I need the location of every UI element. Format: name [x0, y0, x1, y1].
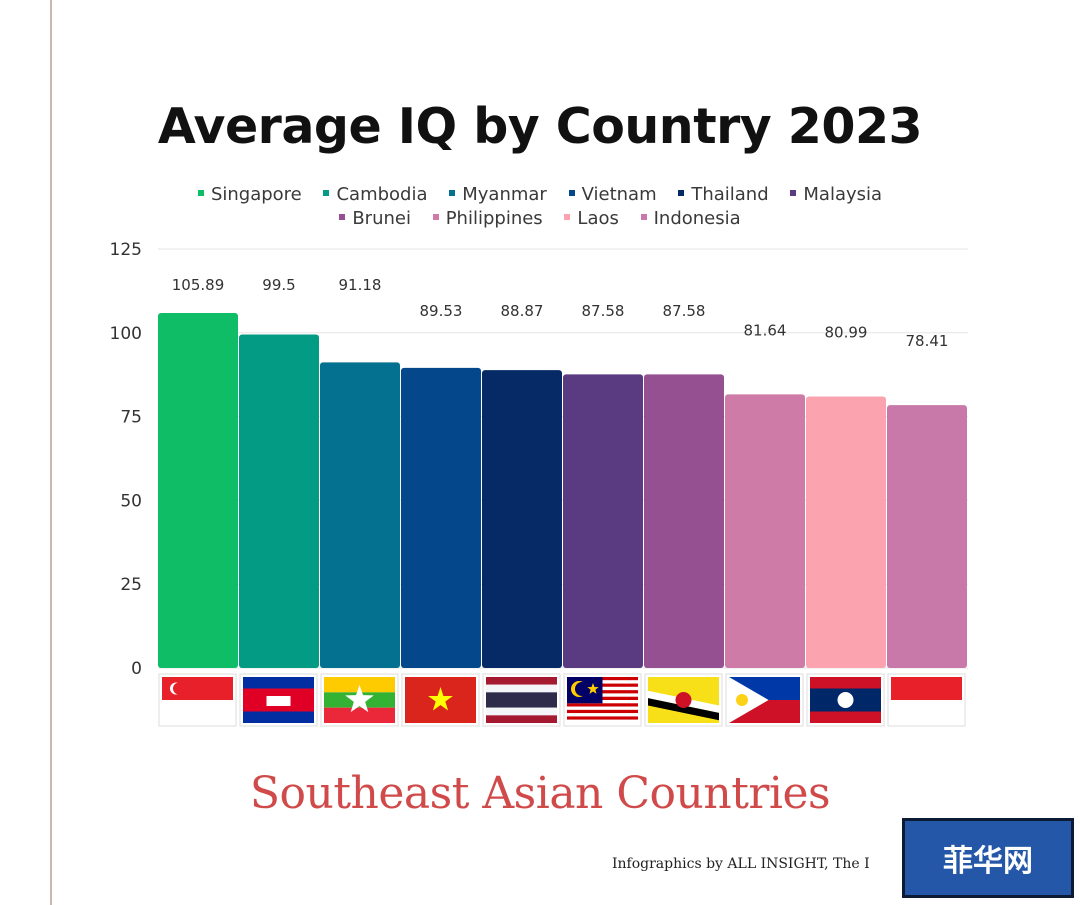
flag-stripe	[567, 709, 638, 714]
flag-stripe	[891, 677, 962, 700]
legend-label: Vietnam	[581, 184, 657, 205]
flag-crest	[675, 692, 692, 708]
legend-swatch	[564, 214, 571, 220]
legend-swatch	[640, 214, 647, 220]
flag-sun	[736, 694, 748, 706]
legend-item-brunei: Brunei	[339, 208, 411, 229]
flag-triangle	[729, 677, 769, 723]
bar-malaysia	[563, 374, 643, 668]
legend-item-myanmar: Myanmar	[449, 184, 547, 205]
legend-label: Myanmar	[462, 184, 547, 205]
legend-swatch	[197, 190, 204, 196]
legend-item-philippines: Philippines	[432, 208, 543, 229]
legend-label: Malaysia	[803, 184, 883, 205]
flag-stripe	[486, 684, 557, 693]
data-label: 99.5	[262, 276, 295, 294]
legend-label: Brunei	[352, 208, 411, 229]
flag-stripe	[567, 706, 638, 710]
bar-indonesia	[887, 405, 967, 668]
legend-item-thailand: Thailand	[678, 184, 769, 205]
legend-label: Singapore	[210, 184, 302, 205]
flag-stripe	[324, 707, 395, 723]
flag-stripe	[567, 703, 638, 707]
legend-swatch	[432, 214, 439, 220]
data-label: 80.99	[825, 324, 868, 342]
bar-thailand	[482, 370, 562, 668]
legend-swatch	[323, 190, 330, 196]
bar-singapore	[158, 313, 238, 668]
laos-flag-icon	[806, 673, 885, 727]
legend-item-malaysia: Malaysia	[790, 184, 882, 205]
flag-temple	[266, 696, 291, 706]
bar-philippines	[725, 394, 805, 668]
y-tick-label: 25	[120, 575, 142, 595]
legend-swatch	[449, 190, 456, 196]
credit-text: Infographics by ALL INSIGHT, The I	[612, 856, 870, 872]
flag-stripe	[486, 692, 557, 708]
flag-stripe	[567, 719, 638, 723]
bar-brunei	[644, 374, 724, 668]
flag-star	[428, 687, 453, 711]
legend-swatch	[339, 214, 346, 220]
flag-band	[648, 698, 719, 721]
flag-stripe	[567, 716, 638, 720]
legend-item-singapore: Singapore	[197, 184, 302, 205]
singapore-flag-icon	[158, 673, 237, 727]
flag-stripe	[567, 713, 638, 717]
data-label: 78.41	[906, 332, 949, 350]
flag-stripe	[486, 707, 557, 716]
flag-stripe	[324, 677, 395, 693]
legend-item-cambodia: Cambodia	[323, 184, 428, 205]
philippines-flag-icon	[725, 673, 804, 727]
flag-star	[345, 685, 374, 713]
data-label: 91.18	[339, 276, 382, 294]
legend-label: Thailand	[691, 184, 769, 205]
chart-title: Average IQ by Country 2023	[157, 98, 923, 155]
legend-swatch	[790, 190, 797, 196]
y-tick-label: 125	[110, 240, 142, 260]
bar-laos	[806, 396, 886, 668]
data-label: 89.53	[420, 302, 463, 320]
legend-label: Indonesia	[653, 208, 741, 229]
flag-crescent-cut	[575, 682, 589, 696]
y-tick-label: 50	[120, 491, 142, 511]
vietnam-flag-icon	[401, 673, 480, 727]
brunei-flag-icon	[644, 673, 723, 727]
legend-label: Laos	[577, 208, 619, 229]
data-label: 105.89	[172, 276, 225, 294]
legend-item-laos: Laos	[564, 208, 619, 229]
legend-row-1: Singapore Cambodia Myanmar Vietnam Thail…	[0, 184, 1080, 205]
malaysia-flag-icon	[563, 673, 642, 727]
indonesia-flag-icon	[887, 673, 966, 727]
data-label: 88.87	[501, 302, 544, 320]
y-tick-label: 75	[120, 408, 142, 428]
legend-row-2: Brunei Philippines Laos Indonesia	[0, 208, 1080, 229]
flag-crescent-cut	[173, 682, 185, 695]
legend-item-indonesia: Indonesia	[640, 208, 741, 229]
thailand-flag-icon	[482, 673, 561, 727]
legend-item-vietnam: Vietnam	[568, 184, 657, 205]
y-tick-label: 0	[131, 659, 142, 679]
watermark-logo: 菲华网	[902, 818, 1074, 898]
left-border-line	[50, 0, 52, 905]
legend-label: Cambodia	[336, 184, 428, 205]
bar-vietnam	[401, 367, 481, 668]
myanmar-flag-icon	[320, 673, 399, 727]
data-label: 81.64	[744, 321, 787, 339]
flag-circle	[837, 692, 854, 708]
legend-swatch	[678, 190, 685, 196]
bar-myanmar	[320, 362, 400, 668]
bar-cambodia	[239, 334, 319, 668]
cambodia-flag-icon	[239, 673, 318, 727]
flag-stripe	[486, 715, 557, 723]
flag-stripe	[486, 677, 557, 685]
legend-swatch	[568, 190, 575, 196]
chart-subtitle: Southeast Asian Countries	[249, 768, 831, 819]
data-label: 87.58	[582, 302, 625, 320]
legend-label: Philippines	[445, 208, 543, 229]
data-label: 87.58	[663, 302, 706, 320]
flag-star	[587, 683, 599, 694]
y-tick-label: 100	[110, 324, 142, 344]
